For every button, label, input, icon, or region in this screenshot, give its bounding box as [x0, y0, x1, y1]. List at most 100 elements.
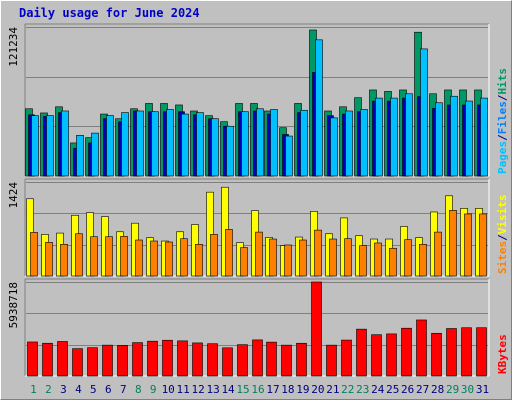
legend-entry: Visits [496, 195, 509, 235]
bar-sites-day-6 [105, 236, 113, 277]
bar-kbytes-day-22 [341, 339, 352, 377]
bar-sites-day-21 [329, 238, 337, 277]
bar-pages-day-12 [196, 112, 204, 177]
bar-kbytes-day-9 [147, 340, 158, 377]
legend-entry: Hits [496, 68, 509, 95]
legend-entry: KBytes [496, 334, 509, 374]
x-tick-label-day-14: 14 [221, 383, 235, 396]
bar-kbytes-day-31 [476, 327, 487, 377]
bar-sites-day-18 [284, 244, 292, 277]
bar-kbytes-day-2 [42, 342, 53, 377]
legend-entry: / [496, 94, 509, 101]
bar-pages-day-9 [151, 111, 159, 177]
bar-kbytes-day-27 [416, 319, 427, 377]
bar-kbytes-day-16 [252, 339, 263, 377]
bar-sites-day-16 [255, 231, 263, 277]
x-tick-label-day-23: 23 [356, 383, 369, 396]
legend-entry: / [496, 134, 509, 141]
bar-pages-day-26 [405, 93, 413, 177]
legend-bottom: KBytes [496, 334, 509, 374]
bar-sites-day-8 [135, 239, 143, 277]
bar-sites-day-28 [434, 231, 442, 277]
x-tick-label-day-4: 4 [75, 383, 82, 396]
bar-pages-day-1 [31, 115, 39, 177]
bar-kbytes-day-17 [266, 341, 277, 377]
bar-sites-day-31 [479, 213, 487, 277]
bar-sites-day-25 [389, 247, 397, 277]
bar-pages-day-5 [91, 132, 99, 177]
bar-pages-day-30 [465, 100, 473, 177]
bar-visits-day-13 [206, 191, 214, 277]
bar-kbytes-day-12 [192, 342, 203, 377]
bar-kbytes-day-29 [446, 328, 457, 377]
bar-kbytes-day-15 [237, 344, 248, 377]
x-tick-label-day-20: 20 [311, 383, 324, 396]
bar-kbytes-day-4 [72, 348, 83, 377]
bar-kbytes-day-21 [326, 344, 337, 377]
bar-kbytes-day-23 [356, 328, 367, 377]
bar-pages-day-27 [420, 48, 428, 177]
bar-kbytes-day-28 [431, 332, 442, 377]
bar-pages-day-19 [300, 109, 308, 177]
y-max-label-bottom: 5938718 [7, 282, 20, 328]
bar-sites-day-7 [120, 236, 128, 277]
y-max-label-top: 121234 [7, 27, 20, 67]
bar-pages-day-7 [121, 112, 129, 177]
x-tick-label-day-16: 16 [251, 383, 264, 396]
bar-sites-day-2 [45, 242, 53, 277]
bar-pages-day-2 [46, 115, 54, 177]
bar-sites-day-3 [60, 244, 68, 277]
bar-sites-day-5 [90, 236, 98, 277]
bar-pages-day-18 [285, 135, 293, 177]
bar-sites-day-1 [30, 232, 38, 277]
bar-pages-day-6 [106, 115, 114, 177]
bar-kbytes-day-20 [311, 281, 322, 377]
bar-sites-day-14 [225, 229, 233, 277]
bar-kbytes-day-26 [401, 327, 412, 377]
x-tick-label-day-9: 9 [150, 383, 157, 396]
bar-sites-day-17 [269, 238, 277, 277]
x-tick-label-day-17: 17 [266, 383, 279, 396]
x-tick-label-day-13: 13 [206, 383, 219, 396]
bar-kbytes-day-25 [386, 333, 397, 377]
bar-sites-day-9 [150, 240, 158, 277]
x-tick-label-day-10: 10 [162, 383, 175, 396]
x-tick-label-day-19: 19 [296, 383, 309, 396]
legend-middle: Sites/Visits [496, 195, 509, 275]
x-tick-label-day-6: 6 [105, 383, 112, 396]
bar-kbytes-day-30 [461, 327, 472, 377]
bar-sites-day-29 [449, 210, 457, 277]
x-tick-label-day-31: 31 [476, 383, 489, 396]
bar-sites-day-15 [240, 247, 248, 277]
bar-kbytes-day-14 [222, 347, 233, 377]
bar-pages-day-25 [390, 97, 398, 177]
bar-kbytes-day-3 [57, 341, 68, 377]
x-tick-label-day-21: 21 [326, 383, 339, 396]
legend-top: Pages/Files/Hits [496, 68, 509, 174]
legend-entry: Pages [496, 141, 509, 174]
bar-pages-day-29 [450, 95, 458, 177]
bar-pages-day-14 [226, 125, 234, 177]
x-tick-label-day-15: 15 [236, 383, 249, 396]
x-tick-label-day-8: 8 [135, 383, 142, 396]
bar-sites-day-27 [419, 244, 427, 277]
bar-pages-day-28 [435, 102, 443, 177]
bar-pages-day-15 [241, 111, 249, 177]
bar-pages-day-16 [256, 108, 264, 177]
x-tick-label-day-25: 25 [386, 383, 399, 396]
bar-pages-day-21 [330, 117, 338, 177]
bar-sites-day-10 [165, 241, 173, 277]
x-tick-label-day-12: 12 [192, 383, 205, 396]
legend-entry: / [496, 234, 509, 241]
bar-kbytes-day-5 [87, 347, 98, 377]
legend-entry: Sites [496, 241, 509, 274]
bar-kbytes-day-19 [296, 342, 307, 377]
bar-kbytes-day-11 [177, 340, 188, 377]
bar-sites-day-19 [299, 239, 307, 277]
x-tick-label-day-1: 1 [30, 383, 37, 396]
bar-kbytes-day-18 [281, 344, 292, 377]
legend-entry: Files [496, 101, 509, 134]
x-tick-label-day-5: 5 [90, 383, 97, 396]
bar-sites-day-13 [210, 234, 218, 277]
